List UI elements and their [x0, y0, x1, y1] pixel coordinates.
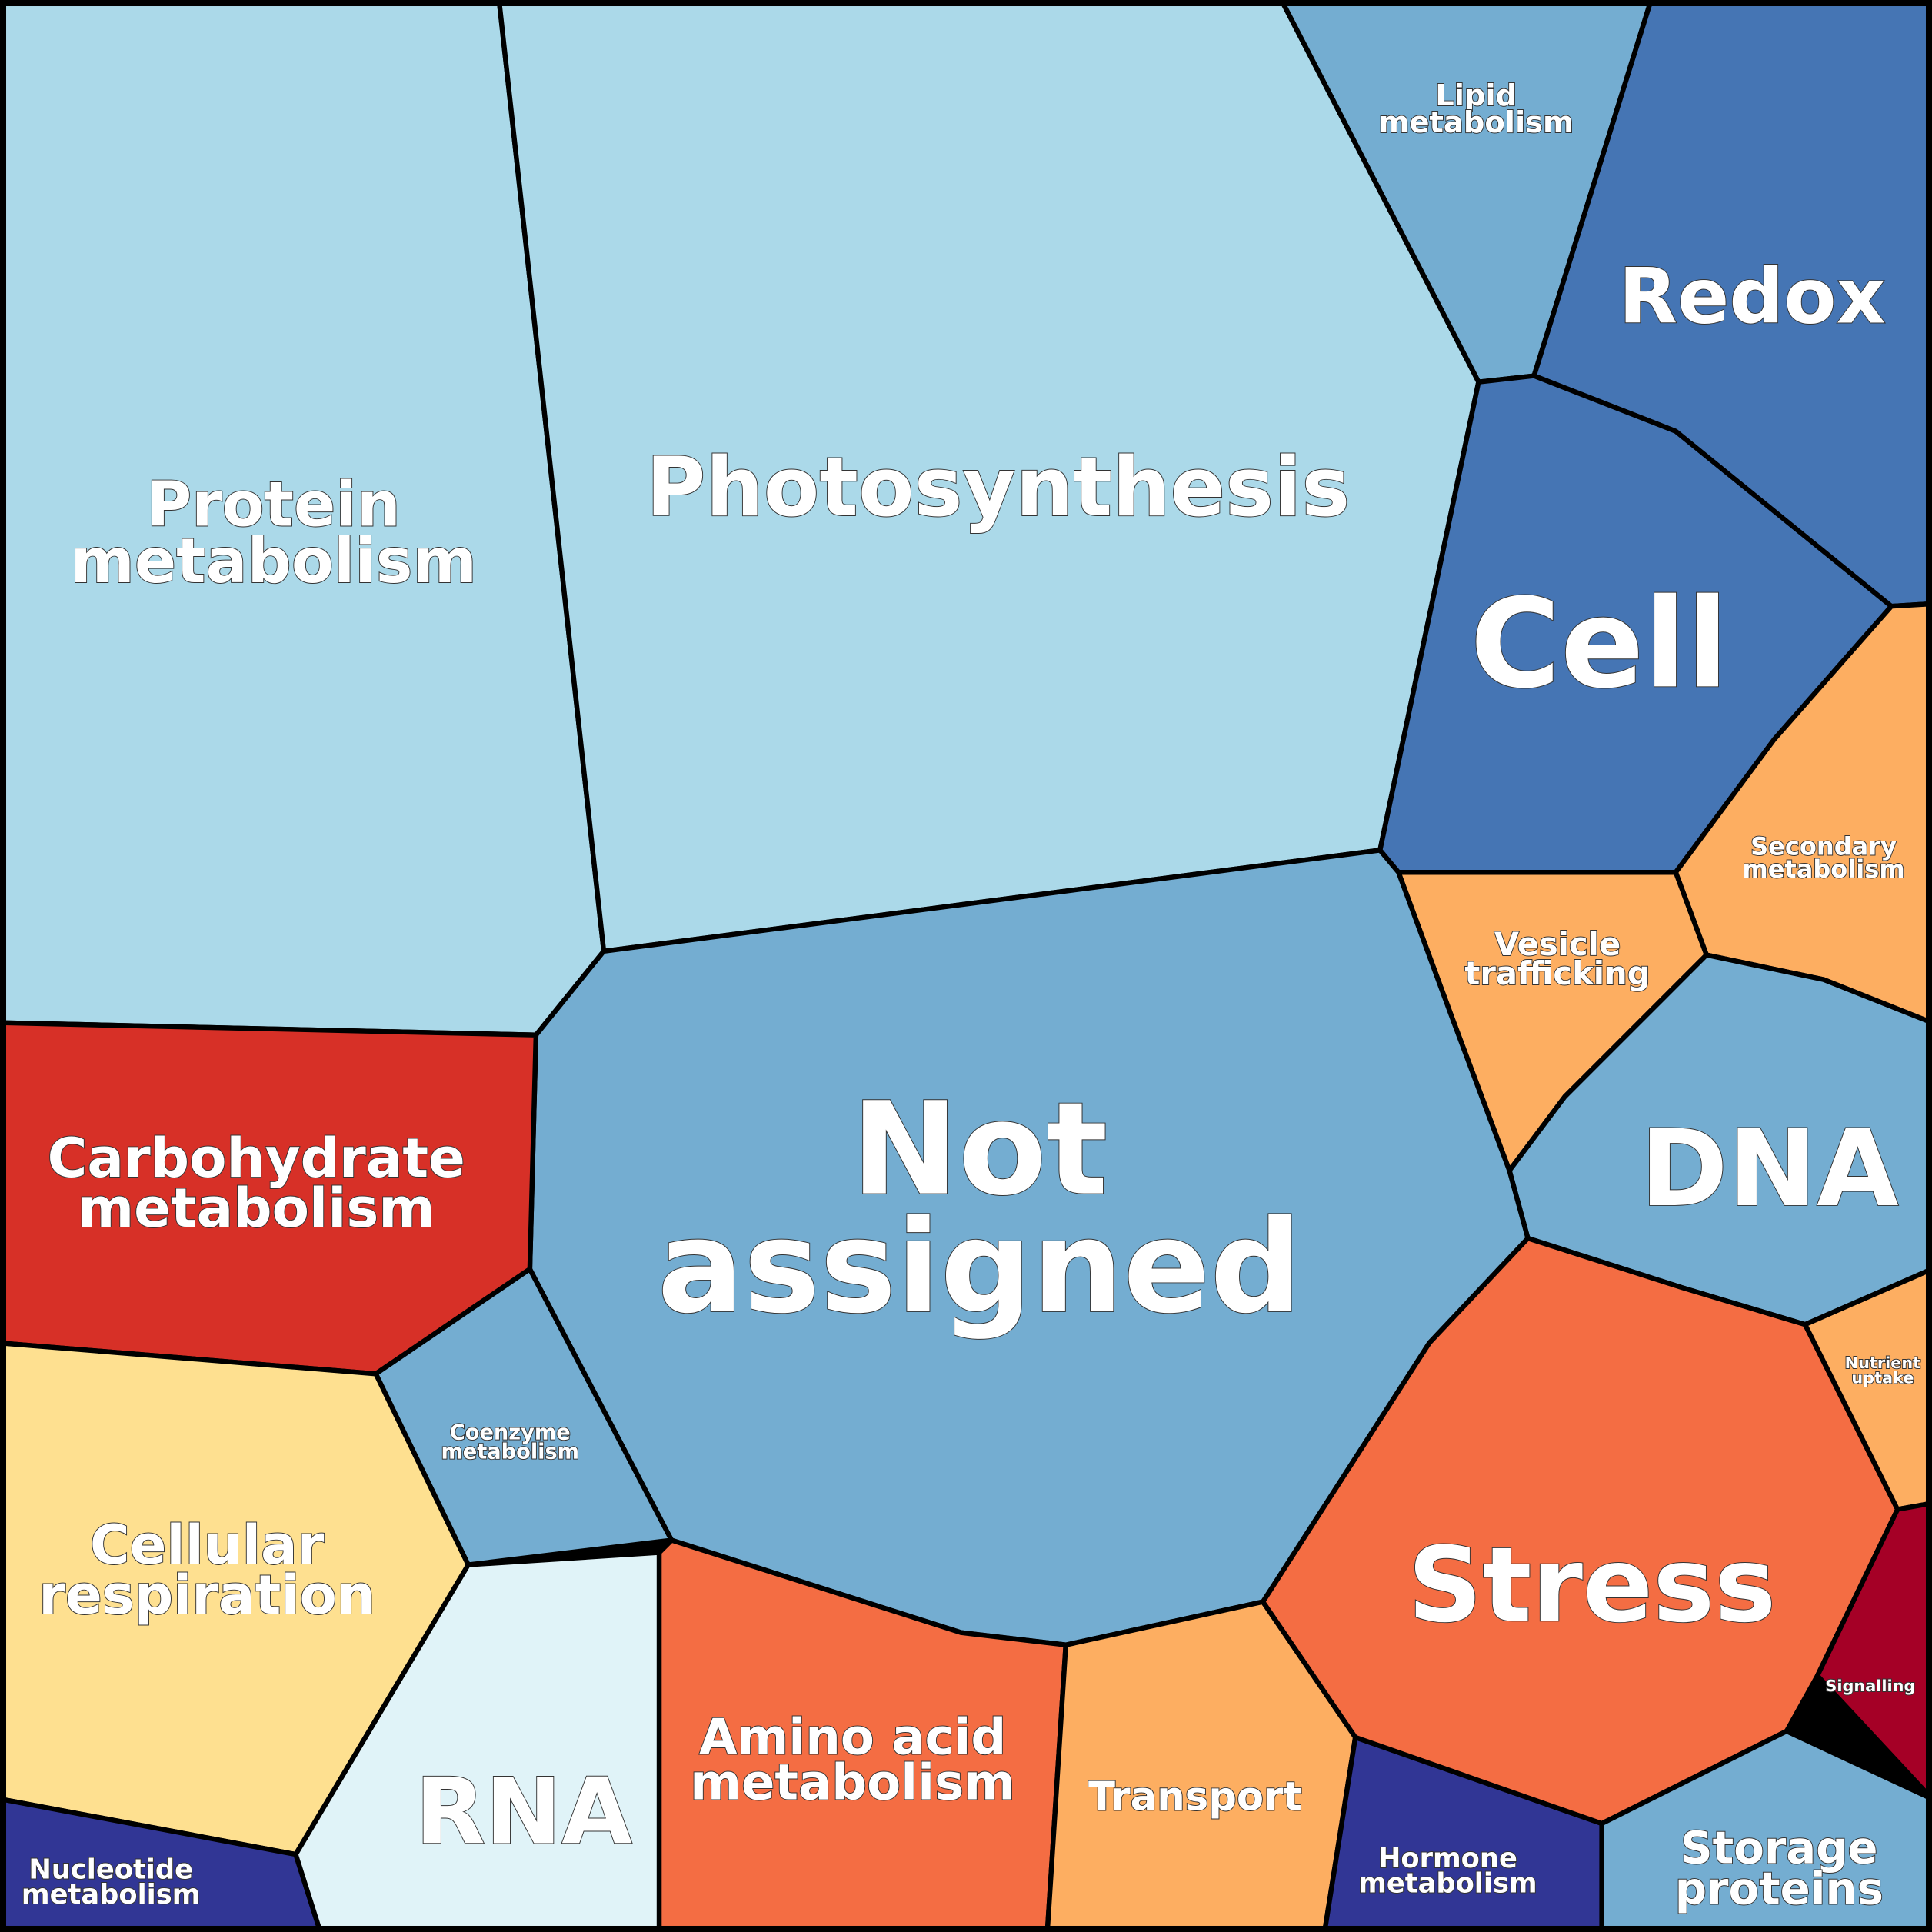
- label-line: Signalling: [1825, 1677, 1915, 1695]
- label-redox: Redox: [1618, 252, 1885, 341]
- label-line: metabolism: [70, 525, 477, 597]
- label-line: DNA: [1640, 1108, 1898, 1231]
- label-not-assigned: Not assigned: [658, 1075, 1302, 1342]
- region-nucleotide-metabolism: [0, 1796, 323, 1932]
- label-line: Nucleotide: [28, 1854, 193, 1885]
- region-signalling: [1814, 1501, 1932, 1802]
- label-line: Stress: [1407, 1524, 1776, 1645]
- label-line: Amino acid: [699, 1710, 1006, 1767]
- label-line: Hormone: [1378, 1843, 1517, 1874]
- label-line: Carbohydrate: [48, 1127, 465, 1190]
- label-line: trafficking: [1464, 954, 1650, 992]
- label-line: metabolism: [22, 1879, 201, 1910]
- label-secondary-metabolism: Secondary metabolism: [1742, 831, 1904, 883]
- label-storage-proteins: Storage proteins: [1675, 1821, 1884, 1914]
- label-line: Cellular: [90, 1514, 325, 1577]
- label-photosynthesis: Photosynthesis: [646, 440, 1350, 535]
- label-line: metabolism: [441, 1440, 579, 1464]
- label-line: metabolism: [1358, 1867, 1537, 1899]
- label-amino-acid-metabolism: Amino acid metabolism: [690, 1710, 1015, 1812]
- label-line: metabolism: [1742, 854, 1904, 884]
- label-line: Photosynthesis: [646, 440, 1350, 535]
- label-stress: Stress: [1407, 1524, 1776, 1645]
- label-line: Coenzyme: [450, 1421, 571, 1444]
- label-line: metabolism: [690, 1755, 1015, 1812]
- label-carbohydrate-metabolism: Carbohydrate metabolism: [48, 1127, 465, 1240]
- label-lipid-metabolism: Lipid metabolism: [1378, 78, 1574, 140]
- label-line: Storage: [1681, 1821, 1877, 1874]
- label-cellular-respiration: Cellular respiration: [38, 1514, 375, 1627]
- label-line: uptake: [1851, 1368, 1914, 1387]
- label-line: Protein: [146, 468, 400, 540]
- label-nutrient-uptake: Nutrient uptake: [1845, 1354, 1921, 1387]
- label-line: Nutrient: [1845, 1354, 1921, 1372]
- label-hormone-metabolism: Hormone metabolism: [1358, 1843, 1537, 1899]
- label-line: Redox: [1618, 252, 1885, 341]
- label-line: metabolism: [1378, 105, 1574, 140]
- label-line: proteins: [1675, 1862, 1884, 1914]
- label-line: Not: [851, 1075, 1108, 1224]
- label-protein-metabolism: Protein metabolism: [70, 468, 477, 597]
- label-nucleotide-metabolism: Nucleotide metabolism: [22, 1854, 201, 1910]
- label-coenzyme-metabolism: Coenzyme metabolism: [441, 1421, 579, 1464]
- label-line: RNA: [415, 1758, 632, 1864]
- label-cell: Cell: [1470, 571, 1728, 715]
- label-vesicle-trafficking: Vesicle trafficking: [1464, 925, 1650, 992]
- region-storage-proteins: [1599, 1728, 1932, 1932]
- label-line: Transport: [1088, 1774, 1302, 1820]
- label-line: respiration: [38, 1564, 375, 1627]
- label-line: assigned: [658, 1193, 1302, 1342]
- label-line: Lipid: [1435, 78, 1517, 113]
- label-line: Secondary: [1750, 831, 1897, 861]
- region-nutrient-uptake: [1802, 1266, 1932, 1512]
- label-line: Vesicle: [1494, 925, 1621, 963]
- label-rna: RNA: [415, 1758, 632, 1864]
- label-line: Cell: [1470, 571, 1728, 715]
- region-rna: [293, 1550, 662, 1932]
- label-signalling: Signalling: [1825, 1677, 1915, 1695]
- label-dna: DNA: [1640, 1108, 1898, 1231]
- label-line: metabolism: [78, 1177, 435, 1240]
- label-transport: Transport: [1088, 1774, 1302, 1820]
